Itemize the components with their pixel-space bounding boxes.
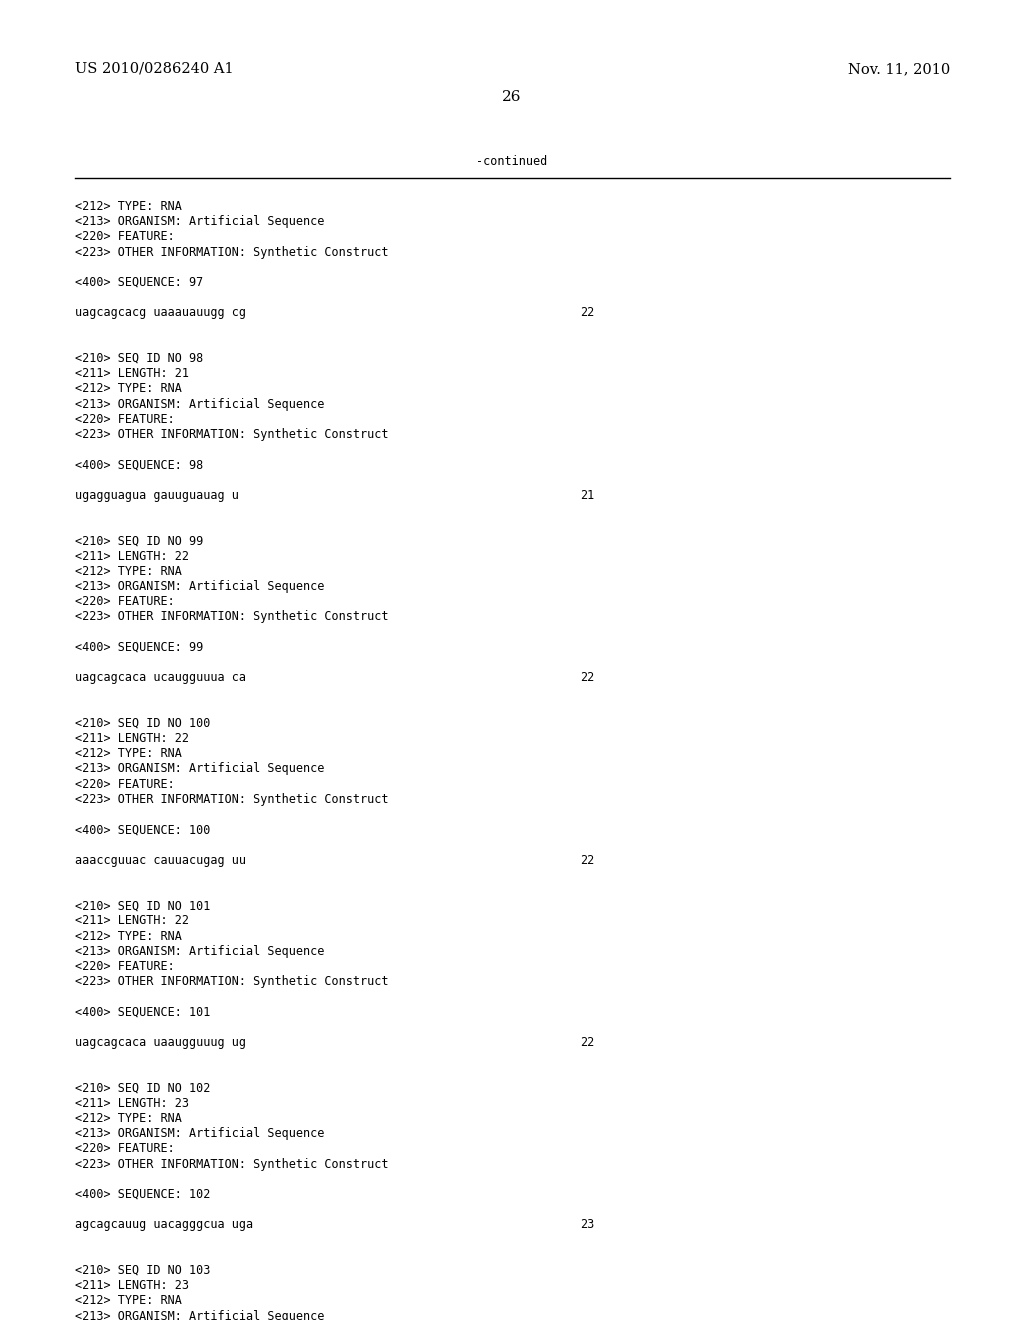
Text: <220> FEATURE:: <220> FEATURE: bbox=[75, 777, 175, 791]
Text: <400> SEQUENCE: 102: <400> SEQUENCE: 102 bbox=[75, 1188, 210, 1201]
Text: <213> ORGANISM: Artificial Sequence: <213> ORGANISM: Artificial Sequence bbox=[75, 397, 325, 411]
Text: 21: 21 bbox=[580, 488, 594, 502]
Text: aaaccguuac cauuacugag uu: aaaccguuac cauuacugag uu bbox=[75, 854, 246, 867]
Text: <210> SEQ ID NO 101: <210> SEQ ID NO 101 bbox=[75, 899, 210, 912]
Text: <212> TYPE: RNA: <212> TYPE: RNA bbox=[75, 201, 182, 213]
Text: <213> ORGANISM: Artificial Sequence: <213> ORGANISM: Artificial Sequence bbox=[75, 1309, 325, 1320]
Text: <211> LENGTH: 22: <211> LENGTH: 22 bbox=[75, 549, 189, 562]
Text: <220> FEATURE:: <220> FEATURE: bbox=[75, 231, 175, 243]
Text: 26: 26 bbox=[502, 90, 522, 104]
Text: 22: 22 bbox=[580, 671, 594, 684]
Text: <223> OTHER INFORMATION: Synthetic Construct: <223> OTHER INFORMATION: Synthetic Const… bbox=[75, 793, 388, 805]
Text: <220> FEATURE:: <220> FEATURE: bbox=[75, 1142, 175, 1155]
Text: <212> TYPE: RNA: <212> TYPE: RNA bbox=[75, 929, 182, 942]
Text: 23: 23 bbox=[580, 1218, 594, 1232]
Text: <223> OTHER INFORMATION: Synthetic Construct: <223> OTHER INFORMATION: Synthetic Const… bbox=[75, 428, 388, 441]
Text: <212> TYPE: RNA: <212> TYPE: RNA bbox=[75, 383, 182, 396]
Text: ugagguagua gauuguauag u: ugagguagua gauuguauag u bbox=[75, 488, 239, 502]
Text: <220> FEATURE:: <220> FEATURE: bbox=[75, 595, 175, 609]
Text: <213> ORGANISM: Artificial Sequence: <213> ORGANISM: Artificial Sequence bbox=[75, 1127, 325, 1140]
Text: <400> SEQUENCE: 101: <400> SEQUENCE: 101 bbox=[75, 1006, 210, 1019]
Text: US 2010/0286240 A1: US 2010/0286240 A1 bbox=[75, 62, 233, 77]
Text: <400> SEQUENCE: 100: <400> SEQUENCE: 100 bbox=[75, 824, 210, 836]
Text: agcagcauug uacagggcua uga: agcagcauug uacagggcua uga bbox=[75, 1218, 253, 1232]
Text: <213> ORGANISM: Artificial Sequence: <213> ORGANISM: Artificial Sequence bbox=[75, 579, 325, 593]
Text: <211> LENGTH: 23: <211> LENGTH: 23 bbox=[75, 1097, 189, 1110]
Text: <223> OTHER INFORMATION: Synthetic Construct: <223> OTHER INFORMATION: Synthetic Const… bbox=[75, 610, 388, 623]
Text: <400> SEQUENCE: 97: <400> SEQUENCE: 97 bbox=[75, 276, 203, 289]
Text: <210> SEQ ID NO 98: <210> SEQ ID NO 98 bbox=[75, 352, 203, 366]
Text: uagcagcaca ucaugguuua ca: uagcagcaca ucaugguuua ca bbox=[75, 671, 246, 684]
Text: uagcagcacg uaaauauugg cg: uagcagcacg uaaauauugg cg bbox=[75, 306, 246, 319]
Text: <212> TYPE: RNA: <212> TYPE: RNA bbox=[75, 565, 182, 578]
Text: uagcagcaca uaaugguuug ug: uagcagcaca uaaugguuug ug bbox=[75, 1036, 246, 1049]
Text: 22: 22 bbox=[580, 854, 594, 867]
Text: <212> TYPE: RNA: <212> TYPE: RNA bbox=[75, 747, 182, 760]
Text: <400> SEQUENCE: 98: <400> SEQUENCE: 98 bbox=[75, 458, 203, 471]
Text: <212> TYPE: RNA: <212> TYPE: RNA bbox=[75, 1111, 182, 1125]
Text: <213> ORGANISM: Artificial Sequence: <213> ORGANISM: Artificial Sequence bbox=[75, 763, 325, 775]
Text: <211> LENGTH: 23: <211> LENGTH: 23 bbox=[75, 1279, 189, 1292]
Text: <213> ORGANISM: Artificial Sequence: <213> ORGANISM: Artificial Sequence bbox=[75, 945, 325, 958]
Text: <210> SEQ ID NO 99: <210> SEQ ID NO 99 bbox=[75, 535, 203, 548]
Text: <400> SEQUENCE: 99: <400> SEQUENCE: 99 bbox=[75, 640, 203, 653]
Text: 22: 22 bbox=[580, 306, 594, 319]
Text: <210> SEQ ID NO 100: <210> SEQ ID NO 100 bbox=[75, 717, 210, 730]
Text: <211> LENGTH: 21: <211> LENGTH: 21 bbox=[75, 367, 189, 380]
Text: <210> SEQ ID NO 102: <210> SEQ ID NO 102 bbox=[75, 1081, 210, 1094]
Text: <220> FEATURE:: <220> FEATURE: bbox=[75, 413, 175, 426]
Text: <213> ORGANISM: Artificial Sequence: <213> ORGANISM: Artificial Sequence bbox=[75, 215, 325, 228]
Text: <223> OTHER INFORMATION: Synthetic Construct: <223> OTHER INFORMATION: Synthetic Const… bbox=[75, 1158, 388, 1171]
Text: Nov. 11, 2010: Nov. 11, 2010 bbox=[848, 62, 950, 77]
Text: <223> OTHER INFORMATION: Synthetic Construct: <223> OTHER INFORMATION: Synthetic Const… bbox=[75, 246, 388, 259]
Text: <210> SEQ ID NO 103: <210> SEQ ID NO 103 bbox=[75, 1265, 210, 1276]
Text: <223> OTHER INFORMATION: Synthetic Construct: <223> OTHER INFORMATION: Synthetic Const… bbox=[75, 975, 388, 989]
Text: 22: 22 bbox=[580, 1036, 594, 1049]
Text: <212> TYPE: RNA: <212> TYPE: RNA bbox=[75, 1295, 182, 1307]
Text: <211> LENGTH: 22: <211> LENGTH: 22 bbox=[75, 915, 189, 928]
Text: <211> LENGTH: 22: <211> LENGTH: 22 bbox=[75, 733, 189, 744]
Text: <220> FEATURE:: <220> FEATURE: bbox=[75, 960, 175, 973]
Text: -continued: -continued bbox=[476, 154, 548, 168]
